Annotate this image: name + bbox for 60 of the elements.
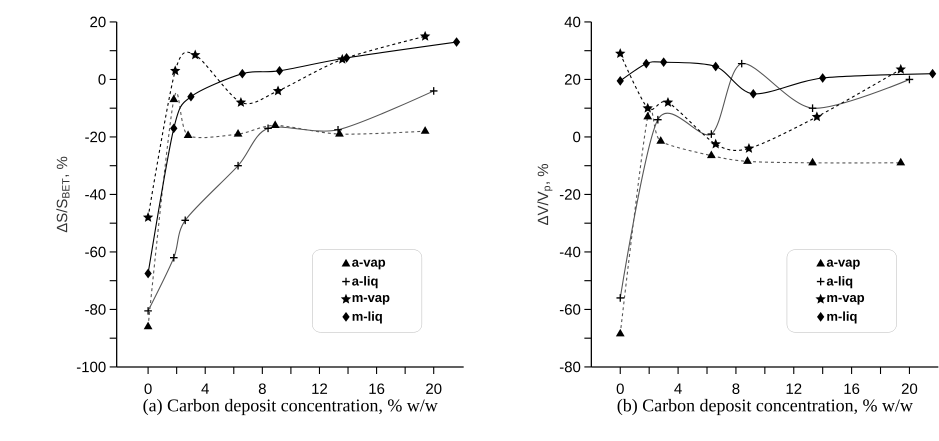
y-tick-label: 20 bbox=[90, 16, 106, 28]
point bbox=[712, 62, 720, 72]
point bbox=[750, 90, 757, 98]
y-tick-label: -40 bbox=[560, 246, 580, 258]
y-tick-label: -40 bbox=[85, 189, 106, 200]
point bbox=[453, 38, 460, 47]
y-tick-label: -60 bbox=[560, 304, 580, 315]
legend-label: m-liq bbox=[827, 312, 857, 324]
point bbox=[819, 74, 826, 83]
y-tick-label: -20 bbox=[560, 189, 580, 200]
point bbox=[660, 58, 668, 67]
x-tick-label: 12 bbox=[312, 384, 328, 394]
x-tick-label: 20 bbox=[902, 384, 918, 394]
y-tick-label: 20 bbox=[564, 74, 580, 85]
y-axis-title: ΔV/V$_{p}$, % bbox=[537, 164, 552, 226]
y-tick-label: -80 bbox=[560, 362, 580, 372]
point bbox=[642, 59, 650, 68]
y-tick-label: -80 bbox=[85, 304, 106, 315]
y-tick-label: -100 bbox=[76, 362, 106, 372]
legend-label: a-liq bbox=[352, 276, 378, 288]
legend-label: a-liq bbox=[826, 276, 852, 288]
x-tick-label: 8 bbox=[732, 384, 740, 394]
y-tick-label: -60 bbox=[85, 246, 106, 258]
y-tick-label: 0 bbox=[98, 74, 106, 85]
point bbox=[744, 144, 754, 152]
x-tick-label: 16 bbox=[844, 384, 860, 394]
point bbox=[616, 49, 625, 58]
point bbox=[236, 98, 246, 106]
x-tick-label: 8 bbox=[258, 384, 266, 394]
point bbox=[144, 213, 152, 222]
x-tick-label: 12 bbox=[786, 384, 802, 394]
point bbox=[274, 86, 282, 95]
legend-label: m-liq bbox=[352, 312, 382, 324]
x-tick-label: 20 bbox=[426, 384, 442, 394]
x-axis-title: (a) Carbon deposit concentration, % w/w bbox=[143, 398, 438, 416]
point bbox=[343, 54, 350, 62]
point bbox=[276, 66, 283, 76]
point bbox=[643, 104, 652, 112]
y-axis-title: ΔS/S$_{BET}$, % bbox=[56, 156, 70, 232]
y-tick-label: 40 bbox=[564, 16, 580, 28]
legend-label: a-vap bbox=[826, 260, 860, 270]
y-tick-label: -20 bbox=[85, 132, 106, 142]
point bbox=[170, 124, 178, 133]
point bbox=[187, 92, 194, 102]
legend-label: m-vap bbox=[352, 295, 390, 305]
x-tick-label: 16 bbox=[369, 384, 384, 394]
point bbox=[238, 69, 246, 78]
point bbox=[190, 50, 200, 59]
y-tick-label: 0 bbox=[573, 132, 580, 142]
x-tick-label: 0 bbox=[616, 384, 624, 394]
x-axis-title: (b) Carbon deposit concentration, % w/w bbox=[618, 398, 913, 416]
x-tick-label: 4 bbox=[674, 384, 682, 394]
point bbox=[664, 98, 672, 106]
legend-label: a-vap bbox=[352, 260, 386, 270]
point bbox=[144, 269, 152, 278]
x-tick-label: 4 bbox=[201, 384, 209, 394]
x-tick-label: 0 bbox=[144, 384, 152, 394]
point bbox=[616, 76, 624, 86]
point bbox=[711, 140, 720, 148]
legend-label: m-vap bbox=[827, 295, 864, 305]
